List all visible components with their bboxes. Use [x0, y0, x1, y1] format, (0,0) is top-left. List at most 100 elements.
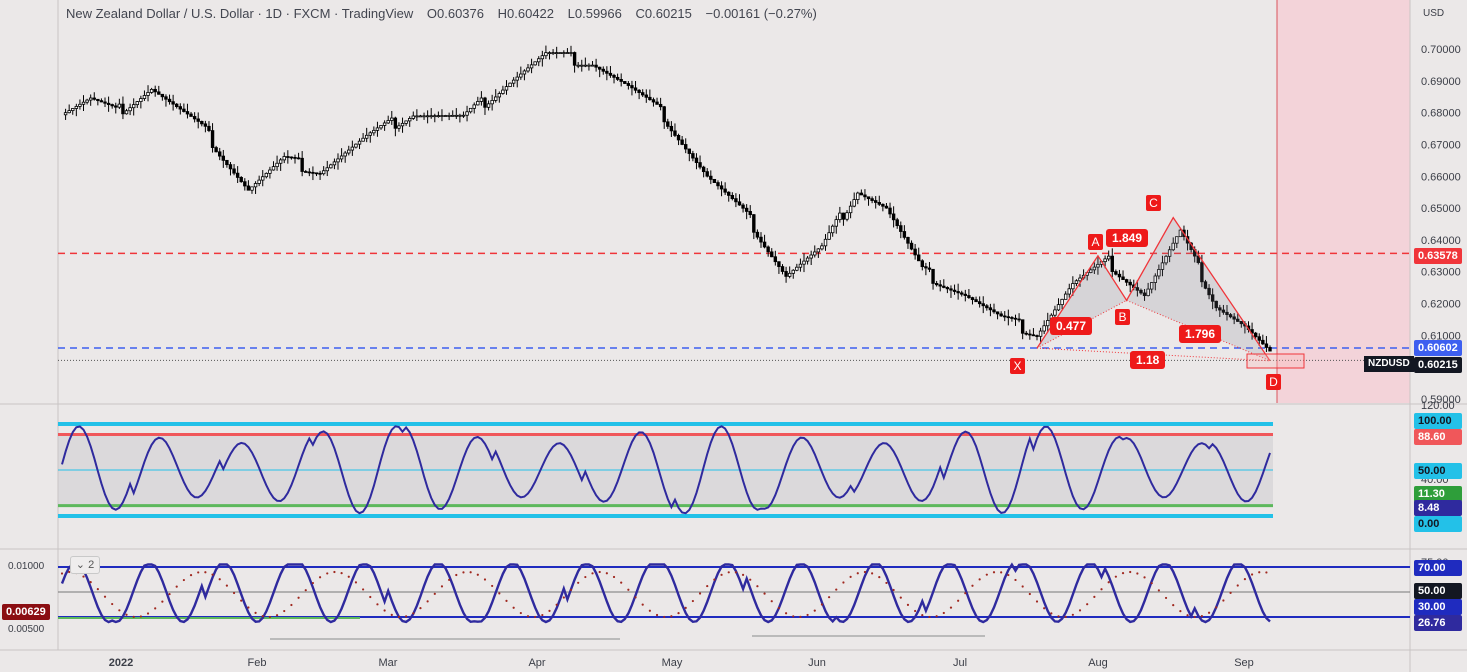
osc-left-value-tag: 0.00629	[2, 604, 50, 620]
candle-bear	[780, 266, 785, 272]
candle-bull	[587, 64, 591, 67]
osc-signal-dot	[182, 578, 185, 582]
osc-signal-dot	[132, 615, 135, 618]
candle-bull	[820, 245, 824, 250]
candle-bull	[834, 219, 838, 227]
future-zone	[1277, 0, 1410, 403]
osc-signal-dot	[232, 591, 236, 595]
osc-signal-dot	[462, 571, 465, 574]
price-tick-label: 0.69000	[1421, 76, 1461, 88]
candle-bull	[1078, 277, 1082, 282]
candle-bear	[114, 105, 118, 108]
candle-bear	[680, 139, 684, 145]
osc-signal-dot	[433, 592, 436, 595]
stoch-tag-88: 88.60	[1414, 429, 1462, 445]
osc-left-axis-label: 0.01000	[8, 561, 45, 572]
candle-bull	[827, 232, 831, 240]
candle-bull	[339, 155, 344, 160]
candle-bull	[1038, 330, 1043, 337]
candle-bear	[314, 172, 319, 175]
candle-bull	[1089, 269, 1093, 273]
osc-signal-dot	[254, 611, 257, 614]
time-axis-label: Feb	[248, 657, 267, 669]
osc-signal-dot	[813, 609, 816, 612]
candle-bear	[1035, 335, 1039, 337]
candle-bull	[1160, 262, 1165, 270]
candle-bear	[286, 156, 290, 158]
candle-bull	[558, 52, 562, 54]
candle-bear	[182, 108, 186, 112]
candle-bear	[1110, 255, 1114, 272]
candle-bull	[551, 52, 555, 55]
price-tick-label: 0.68000	[1421, 108, 1461, 120]
osc-signal-dot	[326, 572, 329, 575]
candle-bull	[856, 192, 860, 200]
osc-signal-dot	[720, 573, 723, 576]
candle-bear	[612, 74, 616, 78]
candle-bull	[508, 82, 512, 88]
candle-bull	[361, 137, 365, 142]
candle-bear	[1232, 316, 1236, 320]
candle-bear	[859, 192, 864, 196]
candle-bear	[203, 123, 208, 127]
stoch-tag-8: 8.48	[1414, 500, 1462, 516]
candle-bear	[601, 68, 605, 72]
osc-signal-dot	[161, 600, 164, 603]
candle-bear	[755, 231, 760, 238]
candle-bull	[569, 52, 573, 54]
osc-signal-dot	[871, 572, 874, 575]
osc-signal-dot	[505, 599, 508, 603]
candle-bear	[701, 166, 706, 173]
osc-signal-dot	[204, 571, 207, 574]
candle-bull	[1067, 288, 1071, 295]
osc-signal-dot	[734, 571, 737, 574]
candle-bear	[300, 157, 304, 172]
candle-bear	[841, 212, 846, 220]
osc-signal-dot	[369, 595, 372, 599]
candle-bear	[218, 151, 222, 157]
candle-bull	[382, 122, 387, 126]
candle-bear	[594, 64, 598, 68]
candle-bull	[533, 61, 537, 66]
candle-bear	[759, 236, 763, 243]
pattern-xb-dotted	[1036, 299, 1127, 349]
candle-bear	[723, 188, 727, 193]
candle-bear	[239, 177, 243, 183]
candle-bear	[644, 94, 648, 98]
candle-bull	[336, 158, 340, 163]
candle-bear	[1028, 333, 1032, 336]
stoch-tag-100: 100.00	[1414, 413, 1462, 429]
indicator-count: 2	[88, 559, 95, 571]
osc-tag-26: 26.76	[1414, 615, 1462, 631]
osc-signal-dot	[304, 589, 307, 592]
osc-signal-dot	[1193, 615, 1196, 619]
candle-bear	[687, 148, 691, 154]
candle-bear	[293, 157, 297, 159]
stoch-tag-50: 50.00	[1414, 463, 1462, 479]
candle-bear	[99, 100, 104, 103]
candle-bear	[902, 231, 907, 238]
candle-bull	[504, 86, 509, 91]
osc-signal-dot	[1186, 614, 1189, 617]
candle-bear	[866, 196, 871, 200]
osc-signal-dot	[290, 603, 293, 607]
candle-bull	[1060, 298, 1064, 306]
osc-signal-dot	[792, 615, 795, 618]
candle-bull	[418, 115, 423, 118]
candle-bear	[641, 92, 645, 96]
candle-bull	[1063, 293, 1068, 300]
candle-bull	[461, 114, 466, 117]
indicator-collapse-button[interactable]: ⌄ 2	[70, 556, 100, 574]
candle-bear	[673, 130, 677, 136]
candle-bear	[1236, 318, 1240, 322]
osc-signal-dot	[1265, 571, 1268, 574]
candle-bull	[88, 97, 93, 101]
candle-bull	[415, 115, 419, 118]
candle-bear	[669, 125, 674, 132]
candle-bull	[845, 212, 849, 220]
candle-bull	[1153, 275, 1157, 283]
candle-bull	[486, 103, 491, 108]
candle-bull	[135, 101, 139, 106]
osc-left-axis-label: 0.00500	[8, 624, 45, 635]
